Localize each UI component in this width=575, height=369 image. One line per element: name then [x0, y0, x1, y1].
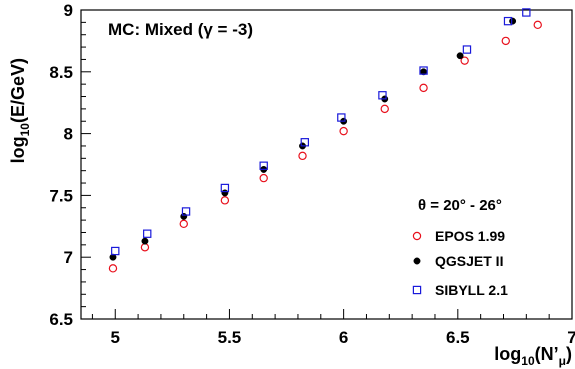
legend-label: QGSJET II	[435, 253, 503, 269]
data-points	[108, 8, 542, 273]
y-axis-title: log10(E/GeV)	[8, 58, 32, 163]
x-tick-label: 5	[111, 328, 120, 347]
data-point	[108, 264, 118, 273]
data-point	[300, 138, 310, 147]
plot-frame	[80, 9, 573, 320]
legend-marker	[413, 257, 421, 265]
x-tick-label: 6.5	[446, 328, 470, 347]
data-point	[522, 8, 531, 17]
data-point	[419, 83, 428, 93]
data-point	[501, 36, 510, 46]
legend-entry-0: EPOS 1.99	[412, 228, 505, 244]
legend-label: SIBYLL 2.1	[435, 282, 508, 298]
data-point	[111, 246, 120, 256]
data-point	[509, 17, 517, 25]
data-point	[109, 253, 117, 261]
axes: 5 5.5 6 6.5 7 6.5 7 7.5 8 8.5 9	[49, 1, 575, 347]
series-1	[109, 17, 517, 261]
svg-text:log10(N’μ): log10(N’μ)	[494, 344, 572, 368]
data-point	[141, 237, 149, 245]
y-tick-label: 9	[64, 1, 73, 20]
series-0	[108, 20, 542, 273]
data-point	[503, 16, 513, 26]
data-point	[298, 151, 307, 161]
legend-label: EPOS 1.99	[435, 228, 505, 244]
data-point	[221, 189, 229, 197]
legend-header: θ = 20° - 26°	[418, 197, 502, 214]
data-point	[220, 183, 230, 193]
data-point	[378, 91, 387, 100]
legend-entry-2: SIBYLL 2.1	[412, 282, 508, 298]
y-tick-label: 7	[64, 248, 73, 267]
data-point	[339, 126, 348, 136]
data-point	[143, 229, 152, 238]
y-tick-label: 7.5	[49, 186, 73, 205]
x-tick-label: 7	[567, 328, 575, 347]
x-tick-label: 6	[339, 328, 348, 347]
series-2	[111, 8, 531, 256]
chart-title: MC: Mixed (γ = -3)	[108, 20, 253, 39]
legend-marker	[412, 285, 422, 295]
data-point	[259, 173, 268, 183]
data-point	[456, 52, 464, 60]
data-point	[259, 161, 268, 170]
data-point	[180, 212, 188, 220]
data-point	[140, 243, 150, 252]
data-point	[181, 207, 191, 216]
data-point	[460, 56, 469, 65]
svg-text:log10(E/GeV): log10(E/GeV)	[8, 58, 32, 163]
legend-entry-1: QGSJET II	[413, 253, 503, 269]
data-point	[462, 45, 472, 54]
data-point	[337, 113, 346, 122]
y-tick-label: 8.5	[49, 63, 73, 82]
data-point	[220, 196, 230, 205]
legend-marker	[412, 231, 422, 241]
y-tick-label: 8	[64, 125, 73, 144]
x-axis-title: log10(N’μ)	[494, 344, 572, 368]
legend: θ = 20° - 26° EPOS 1.99 QGSJET II SIBYLL 2…	[412, 197, 508, 298]
data-point	[380, 104, 389, 114]
data-point	[179, 219, 188, 229]
data-point	[419, 66, 428, 75]
x-tick-label: 5.5	[218, 328, 242, 347]
y-tick-label: 6.5	[49, 310, 73, 329]
data-point	[533, 20, 542, 30]
